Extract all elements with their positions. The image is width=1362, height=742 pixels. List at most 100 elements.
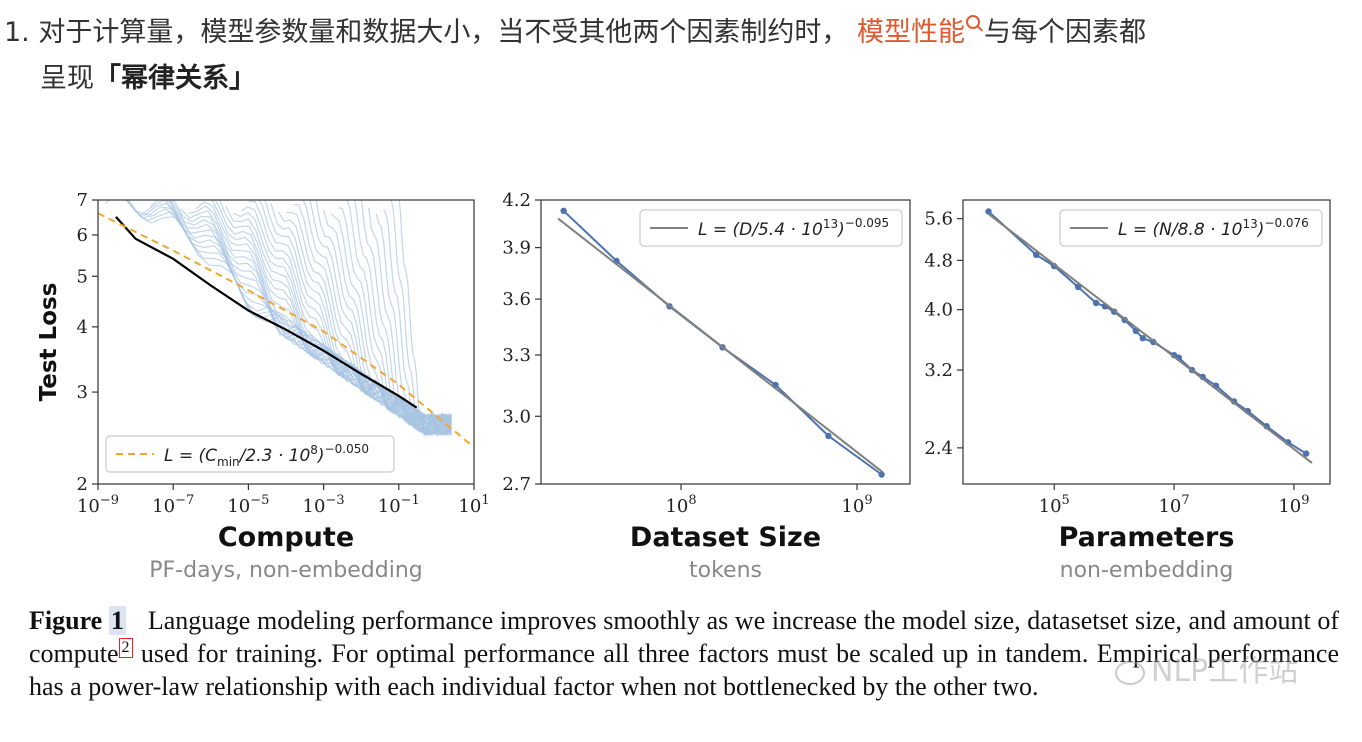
tick-base: 10 xyxy=(1278,496,1301,517)
y-tick-label: 2.4 xyxy=(924,438,953,459)
plot-area xyxy=(557,207,885,478)
x-tick-label: 10−7 xyxy=(152,493,194,517)
figure-caption: Figure 1 Language modeling performance im… xyxy=(29,604,1339,703)
legend-sup: 13 xyxy=(1242,217,1257,231)
y-tick-label: 2.7 xyxy=(502,474,531,495)
legend-label: L = (Cmin/2.3 · 108)−0.050 xyxy=(164,442,369,469)
legend: L = (D/5.4 · 1013)−0.095 xyxy=(639,209,903,247)
training-curve xyxy=(398,200,452,437)
fit-line xyxy=(557,217,884,473)
watermark: NLP工作站 xyxy=(1115,646,1298,690)
y-tick-label: 3.3 xyxy=(502,345,531,366)
y-tick-label: 5 xyxy=(77,266,88,287)
legend-sup: −0.050 xyxy=(325,442,369,456)
y-tick-label: 3.2 xyxy=(924,360,953,381)
y-axis-label: Test Loss xyxy=(36,283,62,402)
data-point xyxy=(1139,335,1147,342)
legend-seg: ) xyxy=(1256,220,1265,240)
intro-line-2: 呈现「幂律关系」 xyxy=(40,56,256,102)
fit-line xyxy=(987,213,1313,464)
data-point xyxy=(1092,299,1100,307)
x-tick-label: 10−3 xyxy=(303,493,345,517)
tick-exponent: 5 xyxy=(1062,493,1070,508)
chart-title: Compute xyxy=(218,522,354,553)
tick-exponent: −5 xyxy=(250,493,269,508)
legend-sup: 13 xyxy=(823,217,838,231)
tick-exponent: 9 xyxy=(864,493,872,508)
training-curve xyxy=(180,208,452,436)
caption-label: Figure 1 xyxy=(29,606,126,635)
y-tick-label: 6 xyxy=(77,225,88,246)
y-tick-label: 3.9 xyxy=(502,238,531,259)
training-curve xyxy=(302,200,452,436)
tick-exponent: 9 xyxy=(1301,493,1309,508)
tick-base: 10 xyxy=(378,496,401,517)
tick-exponent: 8 xyxy=(688,493,696,508)
y-tick-label: 2 xyxy=(77,474,88,495)
list-number: 1. xyxy=(4,17,30,48)
chart-title: Dataset Size xyxy=(630,522,821,553)
training-curve xyxy=(248,200,452,435)
chart-title: Parameters xyxy=(1059,522,1235,553)
tick-base: 10 xyxy=(1039,496,1062,517)
power-law-term: 「幂律关系」 xyxy=(94,63,256,94)
legend-sup: −0.076 xyxy=(1264,216,1308,230)
legend-seg: /2.3 · 10 xyxy=(238,446,311,466)
legend: L = (Cmin/2.3 · 108)−0.050 xyxy=(105,435,395,473)
legend-sup: −0.095 xyxy=(845,216,889,230)
legend-seg: ) xyxy=(836,220,845,240)
y-tick-label: 4.8 xyxy=(924,250,953,271)
tick-base: 10 xyxy=(77,496,100,517)
y-tick-label: 4 xyxy=(77,317,88,338)
tick-base: 10 xyxy=(841,496,864,517)
legend: L = (N/8.8 · 1013)−0.076 xyxy=(1059,209,1323,247)
tick-exponent: −7 xyxy=(175,493,194,508)
data-point xyxy=(560,207,567,214)
y-tick-label: 5.6 xyxy=(924,209,953,230)
legend-box xyxy=(639,209,903,247)
data-point xyxy=(878,471,885,478)
y-tick-label: 4.0 xyxy=(924,300,953,321)
intro-text-b: 与每个因素都 xyxy=(983,17,1146,48)
data-point xyxy=(1033,251,1040,258)
chart-subtitle: tokens xyxy=(689,558,762,583)
legend-box xyxy=(1059,209,1323,247)
plot-area xyxy=(985,208,1313,464)
caption-text-a: Language modeling performance improves s… xyxy=(29,606,1339,668)
training-curve xyxy=(293,204,452,436)
x-tick-label: 107 xyxy=(1158,493,1189,517)
fit-line xyxy=(98,212,474,449)
data-point xyxy=(1303,450,1310,457)
legend-seg: ) xyxy=(316,446,325,466)
axes-frame xyxy=(97,199,475,485)
tick-exponent: −1 xyxy=(401,493,420,508)
data-point xyxy=(985,208,992,215)
wechat-logo-icon xyxy=(1115,660,1145,685)
y-tick-label: 7 xyxy=(77,190,88,211)
search-icon[interactable] xyxy=(965,15,980,29)
intro-line-1: 1. 对于计算量，模型参数量和数据大小，当不受其他两个因素制约时， 模型性能 与每… xyxy=(4,10,1146,56)
x-tick-label: 108 xyxy=(665,493,696,517)
y-tick-label: 3.0 xyxy=(502,406,531,427)
y-tick-label: 4.2 xyxy=(502,190,531,211)
legend-seg: L = (D/5.4 · 10 xyxy=(698,220,823,240)
caption-figure-number[interactable]: 1 xyxy=(108,606,126,635)
footnote-ref-2[interactable]: 2 xyxy=(118,638,133,659)
frontier-line xyxy=(115,216,418,409)
plot-area xyxy=(98,200,474,449)
legend-label: L = (N/8.8 · 1013)−0.076 xyxy=(1118,216,1309,240)
training-curve xyxy=(126,200,452,431)
data-line xyxy=(987,210,1307,455)
tick-base: 10 xyxy=(303,496,326,517)
x-tick-label: 109 xyxy=(1278,493,1309,517)
training-curve xyxy=(323,210,452,436)
x-tick-label: 105 xyxy=(1039,493,1070,517)
model-performance-link[interactable]: 模型性能 xyxy=(856,17,965,48)
x-tick-label: 10−1 xyxy=(378,493,420,517)
axes-frame xyxy=(540,199,911,485)
legend-seg: L = (C xyxy=(164,446,217,466)
